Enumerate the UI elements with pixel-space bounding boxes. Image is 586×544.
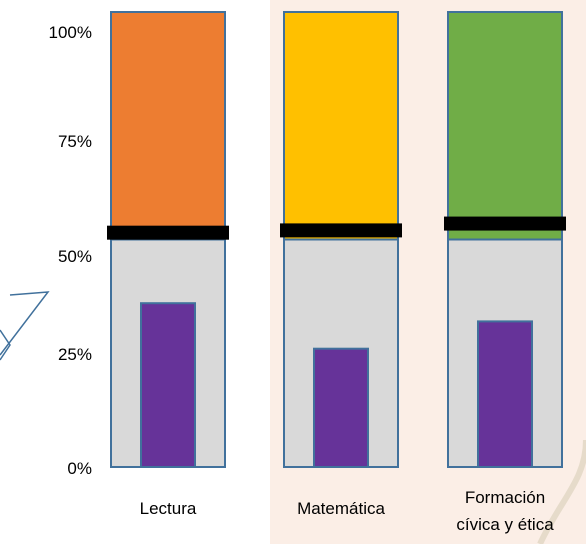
y-axis: 100% 75% 50% 25% 0% <box>49 23 92 478</box>
category-labels: Lectura Matemática Formación cívica y ética <box>140 488 555 534</box>
target-marker <box>280 223 402 238</box>
bar-group <box>107 11 229 469</box>
category-label: Formación cívica y ética <box>456 488 554 534</box>
upper-band-bar <box>283 11 399 241</box>
y-tick-label: 0% <box>67 459 92 478</box>
value-bar <box>313 347 369 469</box>
upper-band-bar <box>447 11 563 241</box>
y-tick-label: 25% <box>58 345 92 364</box>
bars-layer <box>107 11 566 469</box>
y-tick-label: 50% <box>58 247 92 266</box>
category-label: Lectura <box>140 499 197 518</box>
bar-group <box>444 11 566 468</box>
bar-group <box>280 11 402 469</box>
decorative-swirl <box>537 439 586 544</box>
category-label: Matemática <box>297 499 385 518</box>
value-bar <box>477 320 533 468</box>
target-marker <box>444 216 566 231</box>
y-tick-label: 75% <box>58 132 92 151</box>
callout-shape <box>0 291 50 361</box>
y-tick-label: 100% <box>49 23 92 42</box>
target-marker <box>107 225 229 240</box>
value-bar <box>140 302 196 469</box>
upper-band-bar <box>110 11 226 241</box>
